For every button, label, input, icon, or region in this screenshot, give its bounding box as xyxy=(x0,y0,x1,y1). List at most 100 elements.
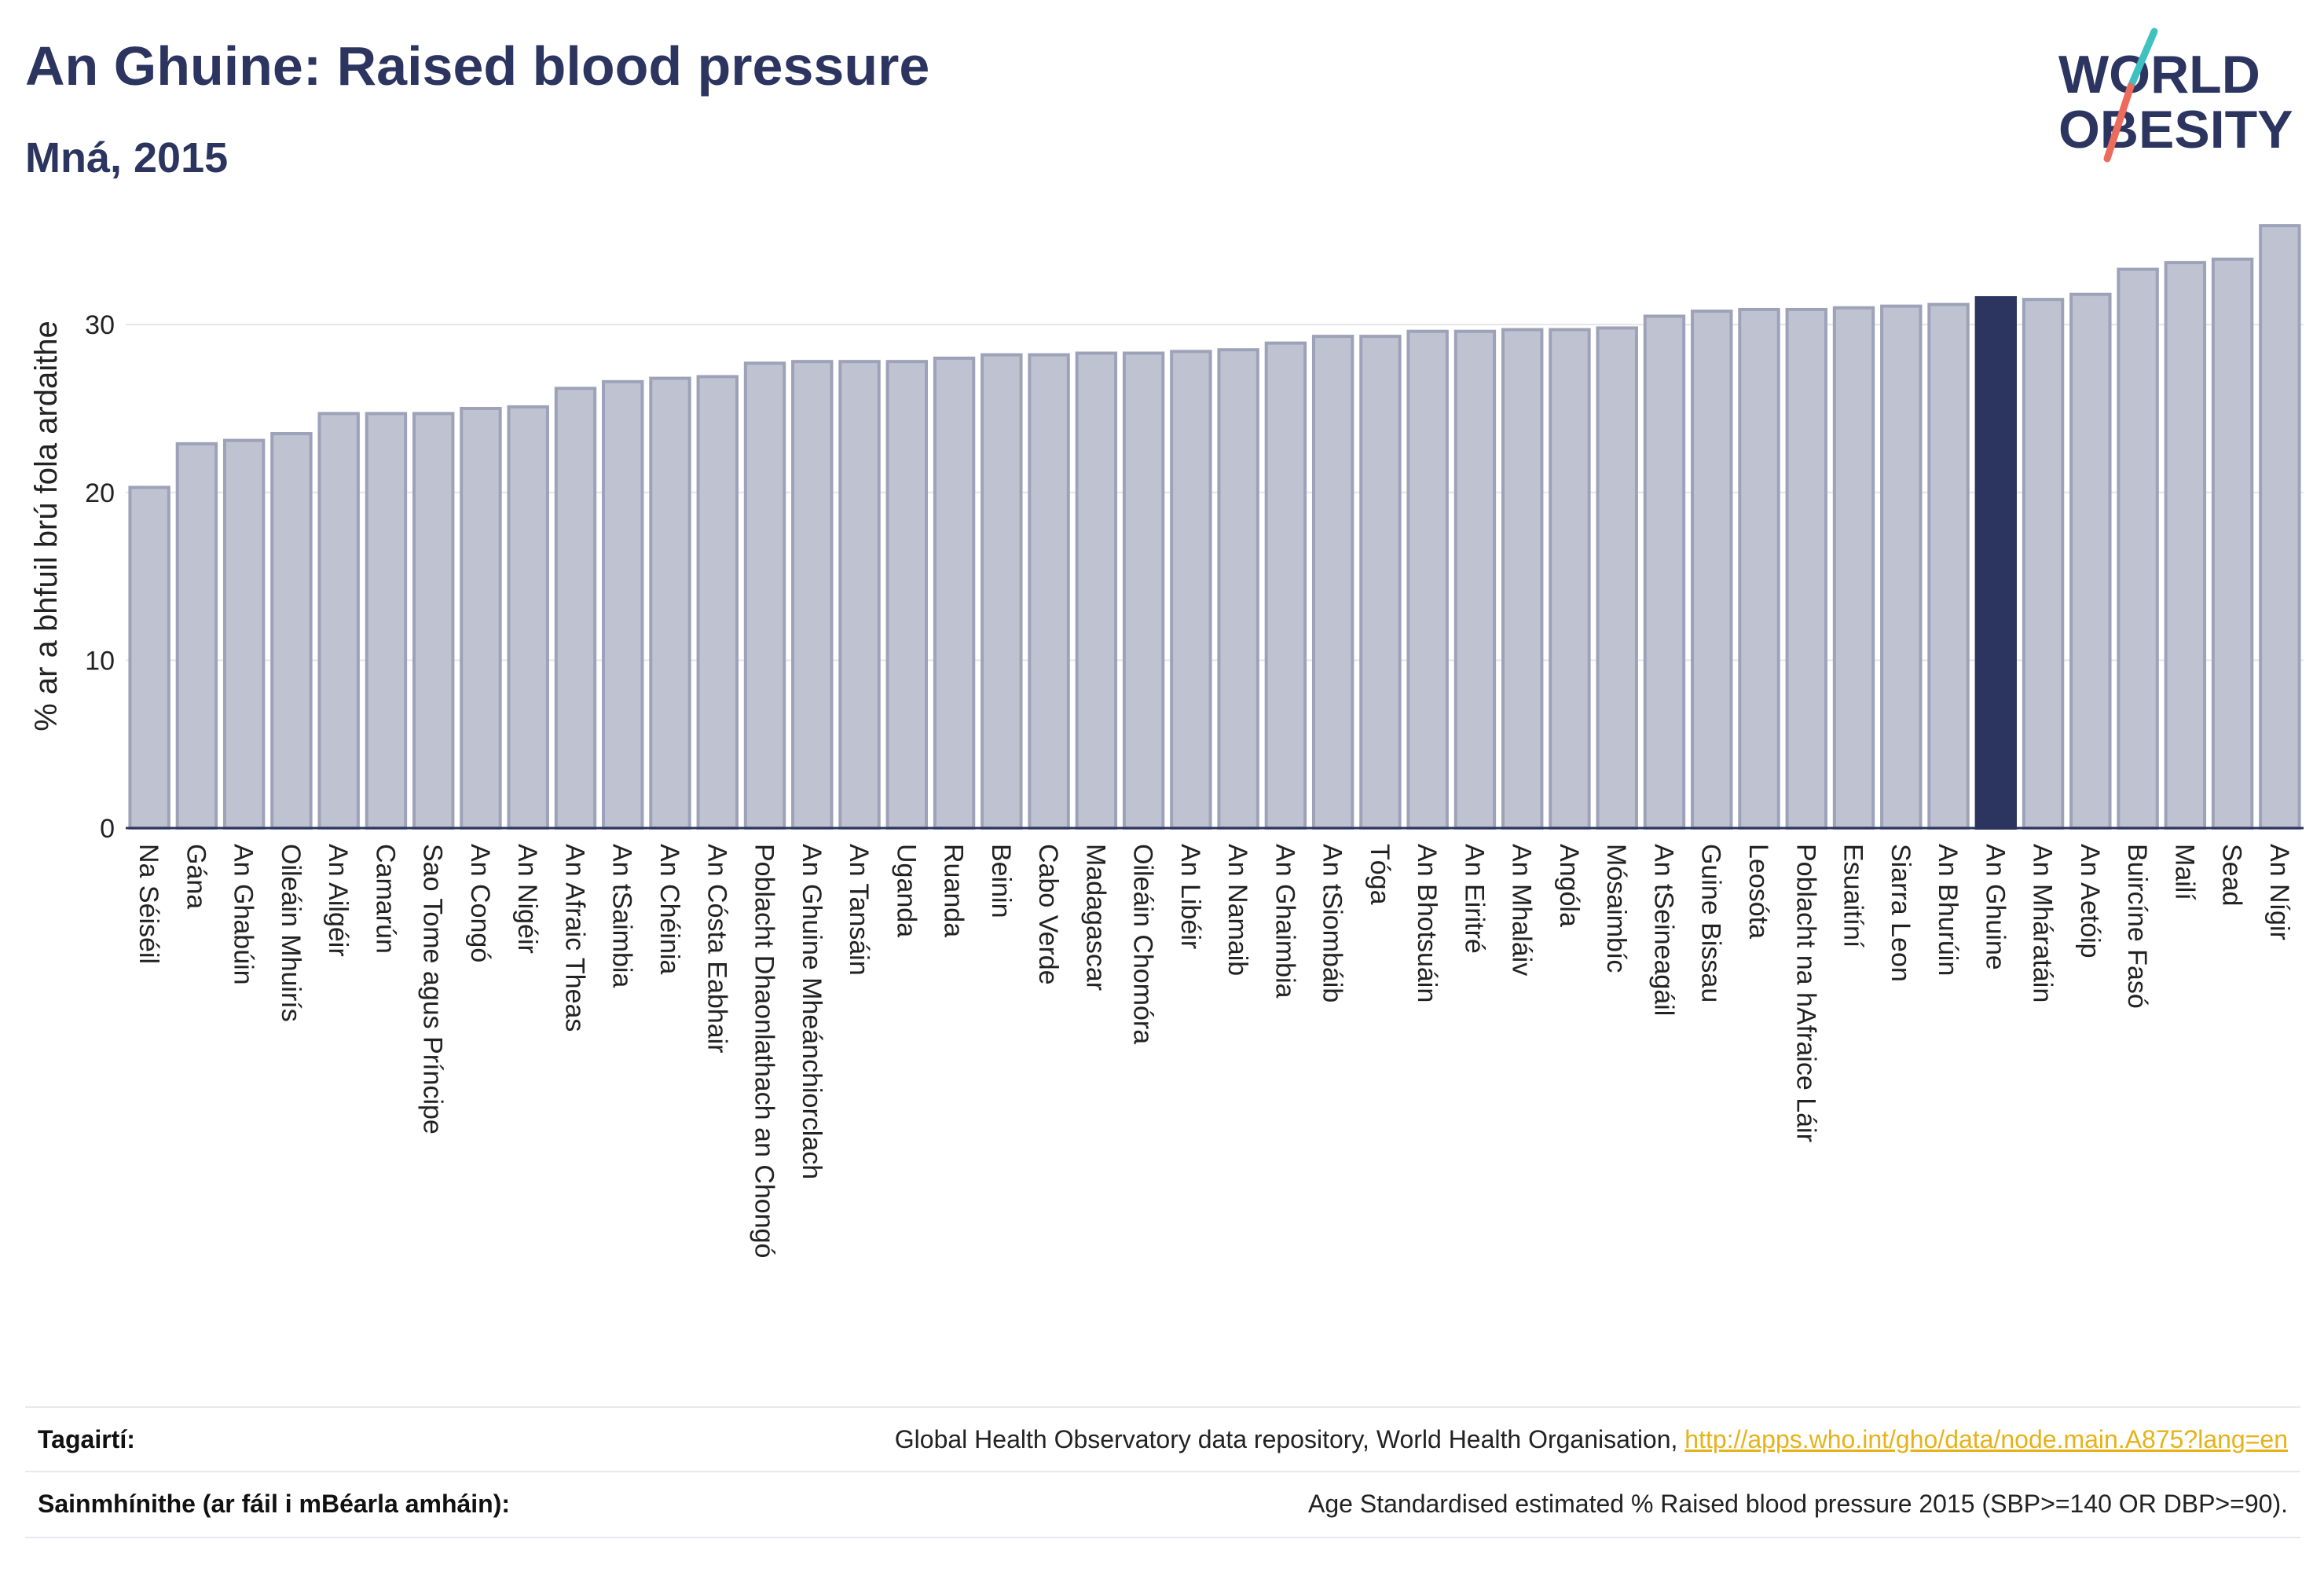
bar xyxy=(2069,292,2112,830)
references-text: Global Health Observatory data repositor… xyxy=(894,1425,1678,1453)
bar xyxy=(2022,298,2065,830)
x-tick-label: An Tansáin xyxy=(844,844,874,976)
bar-chart: 0 10 20 30 Na Séiséil Gána An Ghabúin Oileáin M… xyxy=(29,224,2304,1258)
bar xyxy=(222,438,266,830)
bar xyxy=(1406,329,1449,830)
bar xyxy=(602,379,644,830)
bar xyxy=(175,442,218,830)
bar xyxy=(981,353,1023,830)
x-tick-label: Siarra Leon xyxy=(1886,844,1915,982)
x-tick-label: Uganda xyxy=(891,844,921,937)
x-tick-label: An tSiombáib xyxy=(1318,844,1347,1002)
bar xyxy=(1311,335,1354,830)
x-tick-label: Poblacht Dhaonlathach an Chongó xyxy=(750,844,779,1258)
bar xyxy=(1974,295,2018,830)
x-tick-label: Beinin xyxy=(986,844,1016,918)
x-tick-label: Oileáin Chomóra xyxy=(1128,844,1158,1044)
bar xyxy=(696,375,739,830)
bar xyxy=(1927,302,1970,830)
bar xyxy=(885,360,929,830)
definitions-text: Age Standardised estimated % Raised bloo… xyxy=(1308,1490,2288,1518)
x-tick-label: An Nígir xyxy=(2264,844,2294,940)
x-tick-label: An Ghuine xyxy=(1980,844,2010,970)
bar xyxy=(1785,307,1827,830)
references-value: Global Health Observatory data repositor… xyxy=(895,1425,2288,1454)
references-row: Tagairtí: Global Health Observatory data… xyxy=(25,1406,2300,1472)
bar xyxy=(365,412,408,830)
bar xyxy=(1643,314,1686,830)
bar xyxy=(1501,328,1544,830)
definitions-row: Sainmhínithe (ar fáil i mBéarla amháin):… xyxy=(25,1471,2300,1538)
x-tick-label: Poblacht na hAfraice Láir xyxy=(1791,844,1820,1142)
bar xyxy=(2117,267,2159,830)
x-tick-label: Oileáin Mhuirís xyxy=(276,844,306,1022)
bar xyxy=(838,360,881,830)
x-tick-label: An Bhurúin xyxy=(1933,844,1963,976)
y-axis-label: % ar a bhfuil brú fola ardaithe xyxy=(29,321,64,731)
references-label: Tagairtí: xyxy=(38,1425,135,1453)
bar xyxy=(270,432,313,830)
x-tick-label: Ruanda xyxy=(939,844,969,937)
bar xyxy=(743,361,786,830)
x-tick-label: An Ailgéir xyxy=(323,844,353,957)
y-tick-label: 20 xyxy=(85,478,115,508)
bar xyxy=(791,360,834,830)
x-tick-label: Guine Bissau xyxy=(1696,844,1726,1002)
bar xyxy=(1738,307,1780,830)
bar xyxy=(933,356,976,830)
x-tick-label: An Chéinia xyxy=(654,844,684,974)
logo-slash-coral xyxy=(2103,82,2135,163)
x-tick-label: Angóla xyxy=(1554,844,1584,927)
bar xyxy=(1170,350,1212,830)
bar xyxy=(128,486,170,830)
bar xyxy=(1359,335,1402,830)
bar xyxy=(1217,348,1259,830)
x-tick-label: Esuaitíní xyxy=(1838,844,1868,948)
x-tick-label: Mailí xyxy=(2169,844,2199,900)
x-tick-label: An Ghaimbia xyxy=(1270,844,1299,999)
bar xyxy=(2211,257,2254,830)
bar xyxy=(1832,306,1875,830)
y-tick-label: 0 xyxy=(100,814,115,844)
page-title: An Ghuine: Raised blood pressure xyxy=(25,35,930,97)
bar xyxy=(2259,224,2301,830)
y-tick-label: 30 xyxy=(85,310,115,340)
bar xyxy=(1880,304,1923,830)
bar xyxy=(1264,341,1307,830)
bar xyxy=(1549,328,1591,830)
definitions-label: Sainmhínithe (ar fáil i mBéarla amháin): xyxy=(38,1490,511,1518)
x-tick-label: Sao Tome agus Príncipe xyxy=(418,844,448,1134)
x-tick-label: Leosóta xyxy=(1743,844,1773,939)
x-tick-label: Mósaimbíc xyxy=(1601,844,1631,973)
page-subtitle: Mná, 2015 xyxy=(25,134,229,181)
references-link[interactable]: http://apps.who.int/gho/data/node.main.A… xyxy=(1684,1425,2288,1453)
x-tick-label: An Ghuine Mheánchiorclach xyxy=(797,844,827,1179)
bar xyxy=(1028,353,1070,830)
x-tick-label: An Afraic Theas xyxy=(559,844,589,1032)
x-tick-label: An Bhotsuáin xyxy=(1412,844,1442,1002)
bar xyxy=(1596,326,1638,830)
y-tick-label: 10 xyxy=(85,646,115,676)
bar xyxy=(554,387,597,830)
x-tick-label: An Mhaláiv xyxy=(1507,844,1537,976)
bar xyxy=(2164,261,2207,830)
x-tick-label: An Libéir xyxy=(1175,844,1205,949)
x-tick-label: An tSeineagáil xyxy=(1648,844,1678,1016)
bar xyxy=(507,405,549,830)
x-tick-label: An Mháratáin xyxy=(2028,844,2058,1002)
logo-line-1: WORLD xyxy=(2058,45,2260,104)
x-tick-label: An Namaib xyxy=(1222,844,1252,976)
x-tick-label: Camarún xyxy=(370,844,400,954)
logo-line-2: OBESITY xyxy=(2058,100,2293,159)
bar xyxy=(1075,351,1118,830)
x-tick-label: An Eiritré xyxy=(1459,844,1489,954)
x-tick-label: Sead xyxy=(2217,844,2247,906)
logo-slash-teal xyxy=(2127,27,2158,90)
world-obesity-logo-icon: WORLD OBESITY xyxy=(2058,27,2293,163)
x-tick-label: Cabo Verde xyxy=(1033,844,1063,985)
bar xyxy=(317,412,360,830)
x-tick-label: An tSaimbia xyxy=(607,844,637,988)
bar xyxy=(1453,329,1497,830)
bar xyxy=(460,406,502,830)
bar xyxy=(1122,351,1165,830)
